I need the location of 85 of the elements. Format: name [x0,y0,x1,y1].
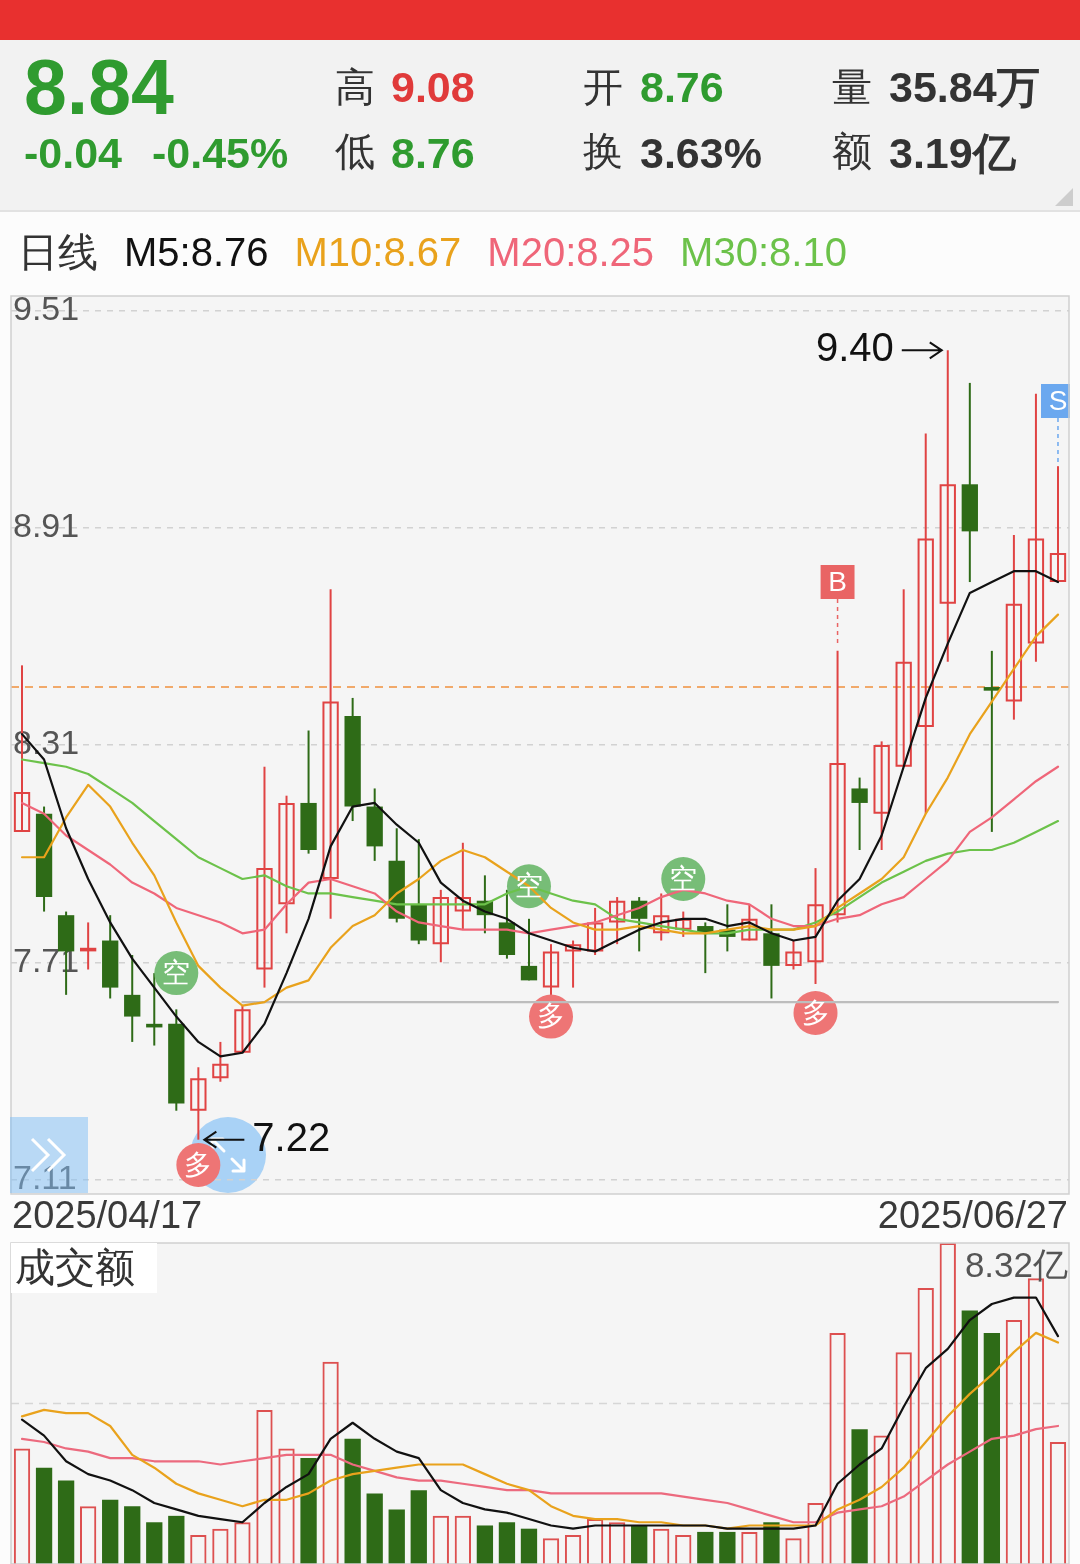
candlestick [586,906,604,957]
candlestick [432,888,449,964]
candlestick [1049,465,1067,584]
text: 8.84 [24,44,174,130]
text: 35.84万 [889,63,1040,111]
bar [520,1528,538,1564]
candlestick [851,776,868,852]
bar [366,1493,383,1564]
text: -0.45% [152,129,289,177]
candlestick [322,588,339,920]
bar [57,1480,75,1564]
text: 空 [162,956,191,988]
bar [102,1499,119,1564]
bar [146,1522,163,1564]
bar [124,1506,141,1564]
candlestick [675,910,692,938]
candlestick [190,1066,207,1141]
candlestick [741,903,758,942]
candlestick [873,740,890,852]
candlestick [564,939,582,989]
candlestick [124,954,141,1043]
candlestick [212,1040,229,1083]
text: M10:8.67 [294,229,462,275]
text: 高 [335,65,375,109]
candlestick [278,794,295,935]
bar [498,1522,516,1564]
text: 换 [583,129,623,173]
text: 2025/04/17 [12,1194,203,1237]
text: 额 [832,129,872,173]
text: -0.04 [24,129,123,177]
text: 低 [335,129,375,173]
candlestick [256,765,273,989]
text: M30:8.10 [680,229,847,275]
candlestick [939,349,956,663]
text: 8.76 [640,63,724,111]
bar [983,1332,1001,1564]
bar [344,1438,361,1564]
text: 8.76 [391,129,475,177]
legend-title: 日线 [18,228,98,276]
text: 3.63% [640,129,762,177]
series-label: S [1048,384,1068,416]
candlestick [454,841,472,931]
text: M5:8.76 [124,229,269,275]
candlestick [608,896,626,946]
series-label: B [828,565,847,597]
series-label: 空 [669,862,698,894]
annotation: 7.22 [252,1114,331,1159]
bar [168,1515,185,1564]
bar [410,1490,427,1564]
text: 9.08 [391,63,475,111]
text: 2025/06/27 [877,1194,1068,1237]
y-tick-label: 7.11 [13,1157,77,1196]
candlestick [917,432,934,815]
annotation: 8.32亿 [964,1245,1068,1284]
candlestick [807,867,824,985]
y-tick-label: 9.51 [13,288,80,327]
y-tick-label: 8.91 [13,506,80,545]
text: 多 [801,996,830,1028]
text: 开 [583,65,623,109]
bar [476,1525,494,1564]
text: 量 [832,65,872,109]
series-label: 多 [537,1000,566,1032]
bar [961,1310,978,1564]
bar [631,1525,648,1564]
candlestick [829,649,846,924]
bar [697,1531,714,1564]
bar [388,1509,405,1564]
bar [851,1429,868,1564]
candlestick [520,917,538,982]
bar [719,1531,736,1564]
candlestick [1005,533,1023,721]
annotation: 9.40 [815,325,894,370]
candlestick [895,588,912,768]
candlestick [983,649,1001,833]
text: 3.19亿 [889,129,1016,177]
candlestick [234,1004,251,1054]
bar [300,1458,317,1564]
chart-title: 成交额 [11,1243,157,1293]
text: 多 [184,1148,213,1180]
bar [35,1467,53,1564]
candlestick [785,939,802,971]
candlestick [653,892,670,942]
candlestick [1027,392,1045,663]
text: M20:8.25 [487,229,655,275]
candlestick [79,921,97,971]
